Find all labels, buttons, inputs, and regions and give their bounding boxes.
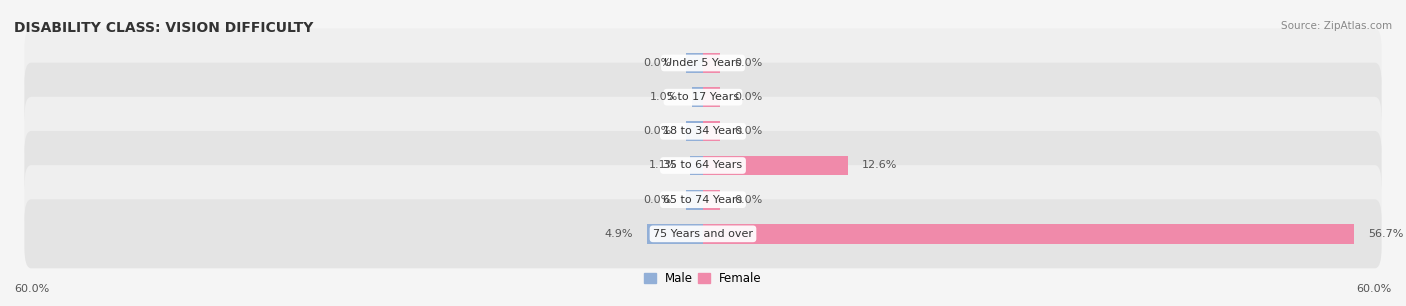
Text: 0.0%: 0.0% [734,126,762,136]
Text: 60.0%: 60.0% [14,284,49,294]
Text: 0.0%: 0.0% [644,58,672,68]
Bar [686,121,703,141]
Text: DISABILITY CLASS: VISION DIFFICULTY: DISABILITY CLASS: VISION DIFFICULTY [14,21,314,35]
Text: 12.6%: 12.6% [862,160,897,170]
Text: 4.9%: 4.9% [605,229,633,239]
Text: 18 to 34 Years: 18 to 34 Years [664,126,742,136]
Bar [686,53,703,73]
FancyBboxPatch shape [24,165,1382,234]
Bar [686,190,703,210]
Text: 0.0%: 0.0% [734,92,762,102]
Text: 60.0%: 60.0% [1357,284,1392,294]
Text: 5 to 17 Years: 5 to 17 Years [666,92,740,102]
Text: 1.1%: 1.1% [648,160,676,170]
Text: 56.7%: 56.7% [1368,229,1403,239]
Text: Source: ZipAtlas.com: Source: ZipAtlas.com [1281,21,1392,32]
Bar [703,190,720,210]
FancyBboxPatch shape [24,199,1382,268]
Text: 75 Years and over: 75 Years and over [652,229,754,239]
Legend: Male, Female: Male, Female [640,268,766,290]
Bar [692,87,703,107]
Bar [690,155,703,175]
Text: 65 to 74 Years: 65 to 74 Years [664,195,742,205]
Text: 1.0%: 1.0% [650,92,678,102]
FancyBboxPatch shape [24,97,1382,166]
Text: 35 to 64 Years: 35 to 64 Years [664,160,742,170]
Bar [703,121,720,141]
FancyBboxPatch shape [24,131,1382,200]
Bar [703,224,1354,244]
Text: 0.0%: 0.0% [644,195,672,205]
Bar [647,224,703,244]
FancyBboxPatch shape [24,28,1382,98]
Bar [703,87,720,107]
Text: Under 5 Years: Under 5 Years [665,58,741,68]
Bar [703,155,848,175]
Text: 0.0%: 0.0% [734,58,762,68]
FancyBboxPatch shape [24,63,1382,132]
Text: 0.0%: 0.0% [734,195,762,205]
Bar [703,53,720,73]
Text: 0.0%: 0.0% [644,126,672,136]
